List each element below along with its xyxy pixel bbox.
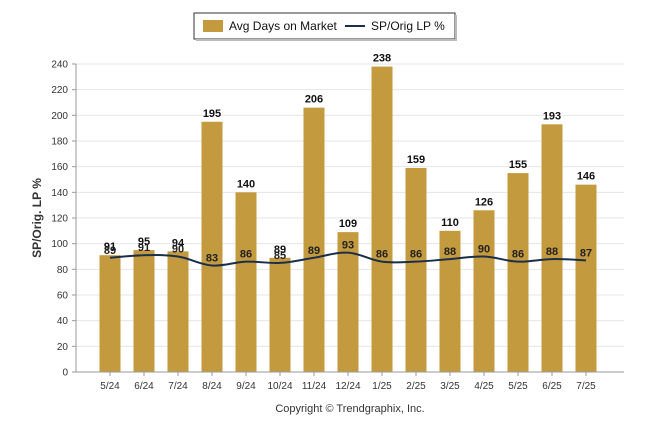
line-data-label: 91 — [138, 242, 150, 254]
line-data-label: 86 — [512, 249, 524, 261]
bar — [473, 210, 495, 372]
line-data-label: 90 — [172, 244, 184, 256]
line-data-label: 90 — [478, 244, 490, 256]
x-tick-label: 2/25 — [406, 381, 426, 392]
line-data-label: 89 — [308, 245, 320, 257]
legend-line-label: SP/Orig LP % — [371, 19, 445, 33]
line-data-label: 83 — [206, 252, 218, 264]
legend-bar-swatch — [203, 20, 223, 32]
y-tick-label: 40 — [57, 316, 69, 327]
line-layer — [109, 251, 587, 267]
bar — [337, 232, 359, 372]
x-tick-label: 12/24 — [335, 381, 360, 392]
legend-shadow-bottom — [196, 39, 457, 41]
x-tick-label: 11/24 — [302, 381, 327, 392]
bar-data-label: 159 — [407, 154, 425, 166]
x-tick-label: 5/25 — [508, 381, 528, 392]
bar-data-label: 95 — [138, 236, 150, 248]
bar — [371, 66, 393, 373]
x-tick-label: 7/24 — [168, 381, 188, 392]
y-tick-label: 120 — [51, 214, 68, 225]
bars-layer — [99, 66, 597, 373]
x-tick-label: 5/24 — [100, 381, 120, 392]
line-data-label: 88 — [546, 246, 558, 258]
x-tick-label: 10/24 — [267, 381, 292, 392]
y-tick-label: 240 — [51, 60, 68, 71]
bar — [575, 184, 597, 372]
x-tick-label: 7/25 — [576, 381, 596, 392]
bar — [201, 121, 223, 372]
bar-data-label: 155 — [509, 159, 527, 171]
y-tick-label: 160 — [51, 162, 68, 173]
bar — [439, 230, 461, 372]
copyright-text: Copyright © Trendgraphix, Inc. — [275, 403, 424, 415]
bar — [133, 250, 155, 372]
bar-data-label: 146 — [577, 171, 595, 183]
line-data-label: 89 — [104, 245, 116, 257]
line-data-label: 86 — [240, 249, 252, 261]
y-tick-label: 200 — [51, 111, 68, 122]
x-tick-label: 4/25 — [474, 381, 494, 392]
bar-data-label: 94 — [172, 237, 185, 249]
bar — [405, 167, 427, 372]
x-tick-label: 1/25 — [372, 381, 392, 392]
line-data-label: 86 — [410, 249, 422, 261]
legend-bar-label: Avg Days on Market — [229, 19, 337, 33]
line-data-label: 93 — [342, 240, 354, 252]
y-tick-label: 100 — [51, 239, 68, 250]
x-tick-label: 3/25 — [440, 381, 460, 392]
bar-data-label: 109 — [339, 218, 357, 230]
series-line — [109, 251, 587, 267]
bar-data-label: 238 — [373, 53, 391, 65]
y-tick-label: 220 — [51, 85, 68, 96]
bar — [99, 255, 121, 372]
y-tick-label: 140 — [51, 188, 68, 199]
legend-frame — [193, 12, 456, 40]
labels-layer: 91 95 941951408920610923815911012615519314… — [104, 53, 595, 265]
y-tick-label: 60 — [57, 291, 69, 302]
line-data-label: 87 — [580, 247, 592, 259]
bar — [303, 107, 325, 372]
bar — [269, 257, 291, 372]
y-tick-label: 0 — [62, 368, 68, 379]
bar — [235, 192, 257, 372]
bar-data-label: 193 — [543, 110, 561, 122]
y-tick-label: 180 — [51, 137, 68, 148]
line-data-label: 85 — [274, 250, 286, 262]
line-data-label: 88 — [444, 246, 456, 258]
bar-data-label: 91 — [104, 241, 116, 253]
bar-data-label: 206 — [305, 94, 323, 106]
bar-data-label: 110 — [441, 217, 459, 229]
x-tick-label: 8/24 — [202, 381, 222, 392]
bar — [507, 173, 529, 372]
x-tick-label: 9/24 — [236, 381, 256, 392]
x-tick-label: 6/24 — [134, 381, 154, 392]
bar-data-label: 195 — [203, 108, 221, 120]
bar-data-label: 89 — [274, 244, 286, 256]
line-data-label: 86 — [376, 249, 388, 261]
legend-shadow — [455, 15, 457, 41]
bar-data-label: 126 — [475, 196, 493, 208]
bar — [541, 124, 563, 372]
bar — [167, 251, 189, 372]
bar-data-label: 140 — [237, 178, 255, 190]
legend: Avg Days on Market SP/Orig LP % — [193, 12, 457, 41]
y-tick-label: 20 — [57, 342, 69, 353]
axes-layer: 0 20 40 60 80 100 120 140 160 180 200 220 240 5/24 6/2… — [51, 60, 624, 392]
y-axis-label: SP/Orig. LP % — [30, 178, 44, 258]
x-tick-label: 6/25 — [542, 381, 562, 392]
y-tick-label: 80 — [57, 265, 69, 276]
